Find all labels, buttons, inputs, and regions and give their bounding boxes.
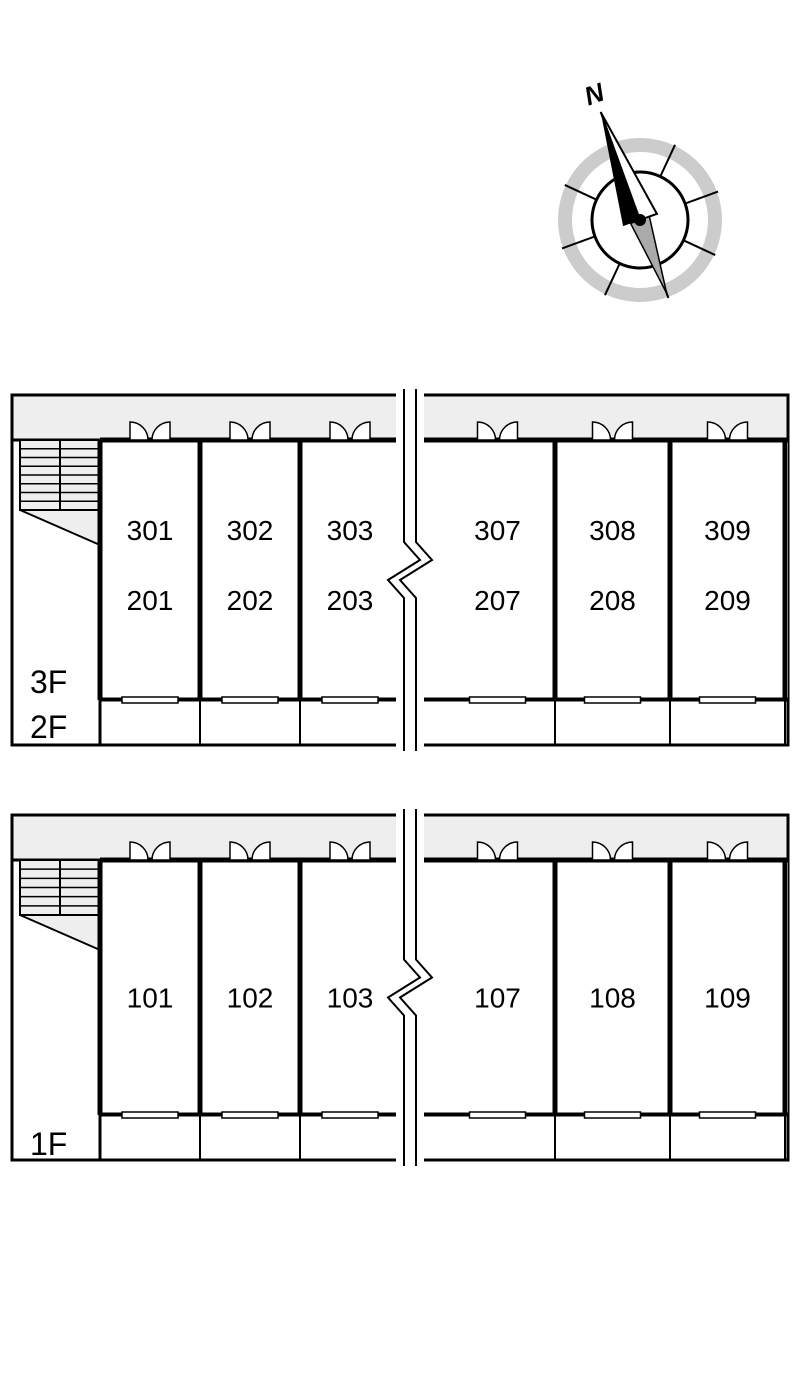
unit-label: 107	[474, 983, 521, 1014]
floor-label: 3F	[30, 664, 67, 700]
unit-label: 208	[589, 585, 636, 616]
unit-label: 309	[704, 515, 751, 546]
floor-label: 1F	[30, 1126, 67, 1162]
unit-label: 307	[474, 515, 521, 546]
unit-label: 201	[127, 585, 174, 616]
unit-label: 203	[327, 585, 374, 616]
unit-label: 102	[227, 983, 274, 1014]
unit-label: 202	[227, 585, 274, 616]
unit-label: 103	[327, 983, 374, 1014]
unit-label: 101	[127, 983, 174, 1014]
unit-label: 209	[704, 585, 751, 616]
unit-label: 301	[127, 515, 174, 546]
floor-label: 2F	[30, 709, 67, 745]
unit-label: 108	[589, 983, 636, 1014]
unit-label: 302	[227, 515, 274, 546]
block-upper: 301 201 302 202 303 203 307 207 308 208 309 209 3F 2F	[12, 389, 788, 751]
floorplan-diagram: N3012013022023032033072073082083092093F2…	[0, 0, 800, 1381]
unit-label: 303	[327, 515, 374, 546]
unit-label: 207	[474, 585, 521, 616]
unit-label: 308	[589, 515, 636, 546]
unit-label: 109	[704, 983, 751, 1014]
block-lower: 101 102 103 107 108 109 1F	[12, 809, 788, 1166]
